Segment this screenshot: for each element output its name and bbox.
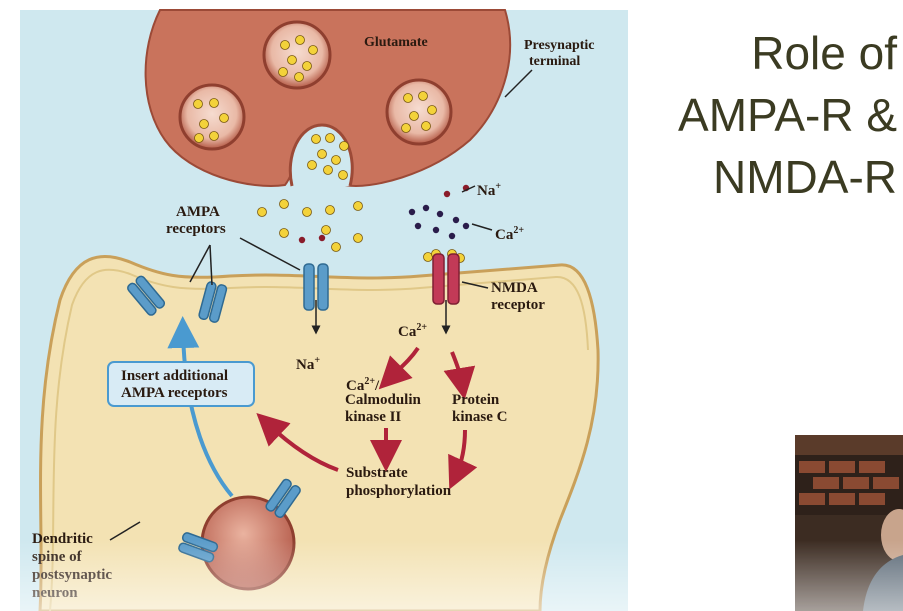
glutamate-dot [409, 111, 419, 121]
slide-title-line-3: NMDA-R [713, 151, 897, 203]
glutamate-dot [307, 160, 317, 170]
ampa-leader-2 [209, 244, 213, 286]
slide-title-line-2: AMPA-R & [678, 89, 897, 141]
slide-title: Role of AMPA-R & NMDA-R [597, 22, 897, 208]
glutamate-dot [317, 149, 327, 159]
ca-mid-label: Ca2+ [398, 322, 428, 340]
glutamate-dot [302, 61, 312, 71]
substrate-label-1: Substrate [346, 465, 408, 481]
pkc-label-1: Protein [452, 392, 500, 408]
glutamate-dot [278, 67, 288, 77]
glutamate-dot [338, 170, 348, 180]
camk-label-1: Ca2+/ [346, 376, 380, 394]
na-bottom-label: Na+ [296, 355, 321, 373]
glutamate-dot [325, 133, 335, 143]
glutamate-dot [287, 55, 297, 65]
nmda-receptor [432, 253, 460, 305]
ampa-leader-1 [189, 244, 211, 283]
ampa-receptors-label-2: receptors [166, 221, 226, 237]
presenter-video [795, 435, 903, 611]
arrow-to-pkc [443, 351, 476, 400]
glutamate-dot [209, 131, 219, 141]
dendritic-label-3: postsynaptic [32, 567, 113, 583]
pkc-label-2: kinase C [452, 409, 508, 425]
dendritic-label-4: neuron [32, 585, 78, 601]
glutamate-dot [199, 119, 209, 129]
arrow-pkc-to-substrate [448, 429, 478, 490]
glutamate-dot [209, 98, 219, 108]
camk-label-2: Calmodulin [345, 392, 421, 408]
glutamate-dot [427, 105, 437, 115]
glutamate-dot [295, 35, 305, 45]
glutamate-dot [279, 199, 289, 209]
calcium-dot [452, 216, 460, 224]
ca-top-leader [471, 223, 493, 231]
camk-label-3: kinase II [345, 409, 402, 425]
glutamate-dot [403, 93, 413, 103]
glutamate-dot [353, 233, 363, 243]
glutamate-dot [421, 121, 431, 131]
calcium-dot [432, 226, 440, 234]
glutamate-dot [323, 165, 333, 175]
glutamate-dot [219, 113, 229, 123]
glutamate-dot [418, 91, 428, 101]
arrow-to-camk [378, 346, 420, 390]
sodium-dot [318, 234, 326, 242]
glutamate-dot [353, 201, 363, 211]
glutamate-dot [302, 207, 312, 217]
glutamate-dot [331, 242, 341, 252]
calcium-dot [462, 222, 470, 230]
calcium-dot [436, 210, 444, 218]
glutamate-dot [321, 225, 331, 235]
substrate-label-2: phosphorylation [346, 483, 452, 499]
na-top-leader [461, 185, 476, 193]
glutamate-dot [194, 133, 204, 143]
vesicle-3 [385, 78, 453, 146]
ampa-receptors-label-1: AMPA [176, 204, 220, 220]
glutamate-dot [331, 155, 341, 165]
presenter-video-frame [795, 435, 903, 611]
ampa-leader-3 [239, 237, 301, 271]
ampa-receptor-active [303, 263, 329, 311]
nmda-leader [461, 281, 489, 289]
dendritic-leader [109, 521, 141, 541]
insert-label-2: AMPA receptors [121, 385, 228, 401]
glutamate-dot [311, 134, 321, 144]
presynaptic-label-1: Presynaptic [524, 38, 595, 53]
glutamate-dot [325, 205, 335, 215]
insert-label-1: Insert additional [121, 368, 229, 384]
glutamate-dot [193, 99, 203, 109]
glutamate-dot [401, 123, 411, 133]
dendritic-label-2: spine of [32, 549, 82, 565]
glutamate-dot [294, 72, 304, 82]
calcium-dot [422, 204, 430, 212]
vesicle-ampa-top [265, 478, 301, 519]
arrow-substrate-to-insert [256, 413, 339, 472]
nmda-label-2: receptor [491, 297, 545, 313]
na-top-label: Na+ [477, 181, 502, 199]
slide-title-line-1: Role of [751, 27, 897, 79]
glutamate-dot [308, 45, 318, 55]
glutamate-dot [280, 40, 290, 50]
glutamate-dot [257, 207, 267, 217]
synapse-diagram [20, 9, 628, 611]
nmda-label-1: NMDA [491, 280, 538, 296]
calcium-dot [448, 232, 456, 240]
ca-top-label: Ca2+ [495, 225, 525, 243]
glutamate-dot [279, 228, 289, 238]
calcium-dot [408, 208, 416, 216]
glutamate-label: Glutamate [364, 35, 428, 50]
sodium-dot [298, 236, 306, 244]
calcium-dot [414, 222, 422, 230]
glutamate-dot [339, 141, 349, 151]
presynaptic-label-2: terminal [529, 54, 581, 69]
presynaptic-leader [504, 69, 533, 98]
dendritic-label-1: Dendritic [32, 531, 93, 547]
insert-ampa-box [107, 361, 255, 407]
sodium-dot [443, 190, 451, 198]
ampa-receptor-left [127, 275, 166, 316]
